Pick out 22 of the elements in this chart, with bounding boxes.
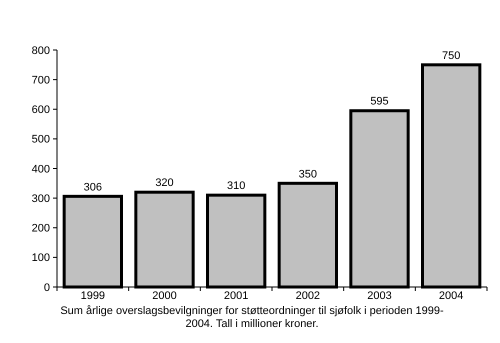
y-tick-label: 500 <box>32 134 50 146</box>
data-label: 320 <box>155 177 174 190</box>
y-tick-label: 0 <box>44 282 50 294</box>
x-tick-label: 2001 <box>224 290 248 302</box>
y-tick-label: 400 <box>32 163 50 176</box>
data-label: 306 <box>84 181 102 194</box>
data-label: 750 <box>442 50 460 62</box>
x-tick-label: 2003 <box>367 290 392 302</box>
y-tick-label: 700 <box>32 74 50 86</box>
data-label: 310 <box>226 180 246 192</box>
y-tick-label: 800 <box>32 44 50 57</box>
x-tick-label: 2002 <box>296 290 320 302</box>
x-tick-label: 1999 <box>80 290 106 302</box>
text: Sum årlige overslagsbevilgninger for støtteordninger til sjøfolk i perioden 1999-2004. Tall i millioner kroner. <box>60 305 444 330</box>
y-tick-label: 200 <box>32 222 50 235</box>
x-tick-label: 2004 <box>438 290 464 302</box>
y-tick-label: 100 <box>32 252 50 264</box>
y-tick-label: 600 <box>32 104 50 116</box>
y-tick-label: 300 <box>32 192 50 205</box>
data-label: 350 <box>298 168 318 180</box>
x-tick-label: 2000 <box>152 290 177 302</box>
data-label: 595 <box>370 96 389 108</box>
